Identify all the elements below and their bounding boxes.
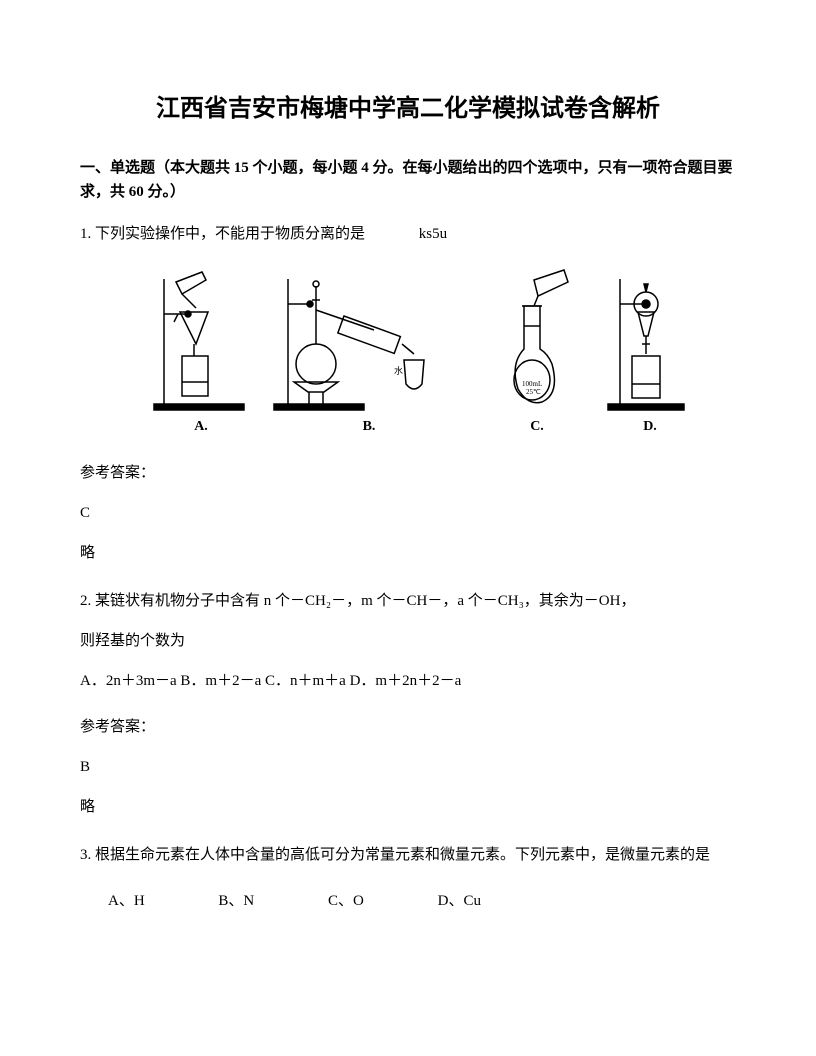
section-header: 一、单选题（本大题共 15 个小题，每小题 4 分。在每小题给出的四个选项中，只… [80, 156, 736, 204]
q3-opt-c: C、O [328, 893, 364, 909]
diagram-c-label: C. [530, 416, 544, 438]
q3-opt-b: B、N [218, 893, 254, 909]
q2-answer: B [80, 755, 736, 779]
diagram-d-label: D. [643, 416, 657, 438]
diagram-a: A. [146, 264, 256, 438]
diagram-a-label: A. [194, 416, 208, 438]
question-2-line2: 则羟基的个数为 [80, 629, 736, 653]
q3-options: A、H B、N C、O D、Cu [80, 889, 736, 913]
q2-options: A．2n＋3m－a B．m＋2－a C．n＋m＋a D．m＋2n＋2－a [80, 669, 736, 693]
q2-answer-label: 参考答案： [80, 715, 736, 739]
q3-opt-a: A、H [108, 893, 145, 909]
q1-tag: ks5u [419, 226, 447, 242]
question-1: 1. 下列实验操作中，不能用于物质分离的是 ks5u [80, 222, 736, 246]
filtration-icon [146, 264, 256, 414]
diagram-b-label: B. [363, 416, 376, 438]
volumetric-flask-icon: 100mL 25℃ [482, 264, 592, 414]
q1-answer: C [80, 501, 736, 525]
svg-text:25℃: 25℃ [526, 388, 541, 396]
q1-brief: 略 [80, 541, 736, 565]
diagram-b: 水 B. [264, 264, 474, 438]
svg-text:100mL: 100mL [522, 380, 542, 388]
q1-text: 1. 下列实验操作中，不能用于物质分离的是 [80, 226, 365, 242]
diagram-c: 100mL 25℃ C. [482, 264, 592, 438]
diagram-d: D. [600, 264, 700, 438]
svg-text:水: 水 [394, 365, 403, 376]
separating-funnel-icon [600, 264, 700, 414]
page-title: 江西省吉安市梅塘中学高二化学模拟试卷含解析 [80, 90, 736, 128]
q1-diagram-row: A. 水 B. [110, 264, 736, 438]
question-3: 3. 根据生命元素在人体中含量的高低可分为常量元素和微量元素。下列元素中，是微量… [80, 843, 736, 867]
question-2-line1: 2. 某链状有机物分子中含有 n 个－CH₂－，m 个－CH－，a 个－CH₃，… [80, 589, 736, 613]
distillation-icon: 水 [264, 264, 474, 414]
q2-brief: 略 [80, 795, 736, 819]
q1-answer-label: 参考答案： [80, 461, 736, 485]
q3-opt-d: D、Cu [438, 893, 481, 909]
